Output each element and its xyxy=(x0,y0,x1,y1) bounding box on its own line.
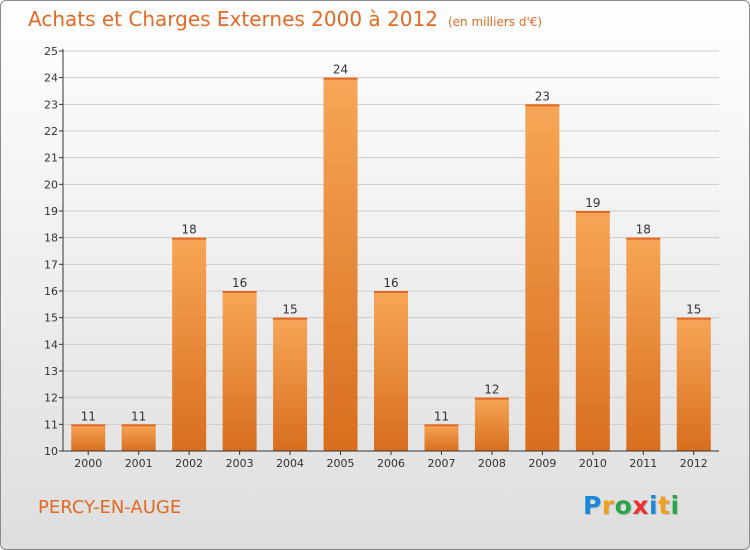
bar xyxy=(323,77,358,452)
y-tick-label: 19 xyxy=(44,205,58,218)
x-tick-label: 2012 xyxy=(680,457,708,470)
x-tick-label: 2008 xyxy=(478,457,506,470)
bar xyxy=(474,397,509,451)
title-block: Achats et Charges Externes 2000 à 2012 (e… xyxy=(28,7,542,31)
chart-subtitle: (en milliers d'€) xyxy=(447,15,543,29)
bar-value-label: 11 xyxy=(434,409,449,423)
logo-letter: i xyxy=(670,491,680,520)
bar xyxy=(172,237,207,451)
logo-letter: P xyxy=(583,491,602,520)
x-tick-label: 2011 xyxy=(629,457,657,470)
proxiti-logo[interactable]: Proxiti xyxy=(583,491,680,520)
y-tick-label: 21 xyxy=(44,152,58,165)
bar-value-label: 19 xyxy=(585,196,600,210)
bar xyxy=(121,424,156,451)
x-tick-label: 2005 xyxy=(327,457,355,470)
bar-cap xyxy=(121,424,156,427)
bar xyxy=(273,317,308,451)
bar xyxy=(626,237,661,451)
bar xyxy=(525,104,560,451)
bar-value-label: 24 xyxy=(333,63,348,77)
y-tick-label: 22 xyxy=(44,125,58,138)
bar-value-label: 18 xyxy=(636,223,651,237)
chart-title: Achats et Charges Externes 2000 à 2012 xyxy=(28,7,438,31)
logo-letter: i xyxy=(649,491,659,520)
bar-cap xyxy=(474,397,509,400)
bar xyxy=(222,291,257,451)
place-name: PERCY-EN-AUGE xyxy=(38,497,182,518)
bar-value-label: 16 xyxy=(232,276,247,290)
x-tick-label: 2006 xyxy=(377,457,405,470)
y-tick-label: 17 xyxy=(44,258,58,271)
x-tick-label: 2004 xyxy=(276,457,304,470)
bar xyxy=(424,424,459,451)
bar-value-label: 23 xyxy=(535,89,550,103)
bar-value-label: 12 xyxy=(484,383,499,397)
logo-letter: x xyxy=(632,491,649,520)
y-tick-label: 11 xyxy=(44,418,58,431)
bar-cap xyxy=(172,237,207,240)
labels: 10 11 12 13 14 15 16 17 18 19 20 21 22 23 24 25 11 2000 11… xyxy=(44,45,708,470)
bar-cap xyxy=(676,317,711,320)
x-tick-label: 2009 xyxy=(528,457,556,470)
bar xyxy=(374,291,408,451)
bars xyxy=(71,77,711,452)
y-tick-label: 23 xyxy=(44,98,58,111)
y-tick-label: 14 xyxy=(44,338,58,351)
bar xyxy=(575,211,610,451)
bar-cap xyxy=(374,291,408,293)
bar xyxy=(676,317,711,451)
y-tick-label: 25 xyxy=(44,45,58,58)
bar-cap xyxy=(222,291,257,293)
bar-value-label: 11 xyxy=(81,409,96,423)
bar-cap xyxy=(525,104,560,107)
bar-value-label: 15 xyxy=(282,303,297,317)
logo-letter: o xyxy=(614,491,633,520)
y-tick-label: 20 xyxy=(44,178,58,191)
x-tick-label: 2007 xyxy=(427,457,455,470)
x-tick-label: 2003 xyxy=(226,457,254,470)
bar-value-label: 18 xyxy=(182,223,197,237)
logo-letter: t xyxy=(658,491,671,520)
y-tick-label: 13 xyxy=(44,365,58,378)
bar xyxy=(71,424,106,451)
y-tick-label: 16 xyxy=(44,285,58,298)
axes xyxy=(59,49,719,455)
bar-cap xyxy=(273,317,308,320)
y-tick-label: 18 xyxy=(44,232,58,245)
x-tick-label: 2010 xyxy=(579,457,607,470)
bar-cap xyxy=(323,77,358,80)
x-tick-label: 2002 xyxy=(175,457,203,470)
y-tick-label: 15 xyxy=(44,312,58,325)
bar-cap xyxy=(626,237,661,240)
x-tick-label: 2001 xyxy=(125,457,153,470)
bar-cap xyxy=(575,211,610,213)
bar-cap xyxy=(71,424,106,427)
y-tick-label: 24 xyxy=(44,72,58,85)
bar-value-label: 15 xyxy=(686,303,701,317)
bar-value-label: 11 xyxy=(131,409,146,423)
x-tick-label: 2000 xyxy=(74,457,102,470)
y-tick-label: 10 xyxy=(44,445,58,458)
bar-cap xyxy=(424,424,459,427)
bar-value-label: 16 xyxy=(383,276,398,290)
y-tick-label: 12 xyxy=(44,392,58,405)
logo-letter: r xyxy=(601,491,615,520)
